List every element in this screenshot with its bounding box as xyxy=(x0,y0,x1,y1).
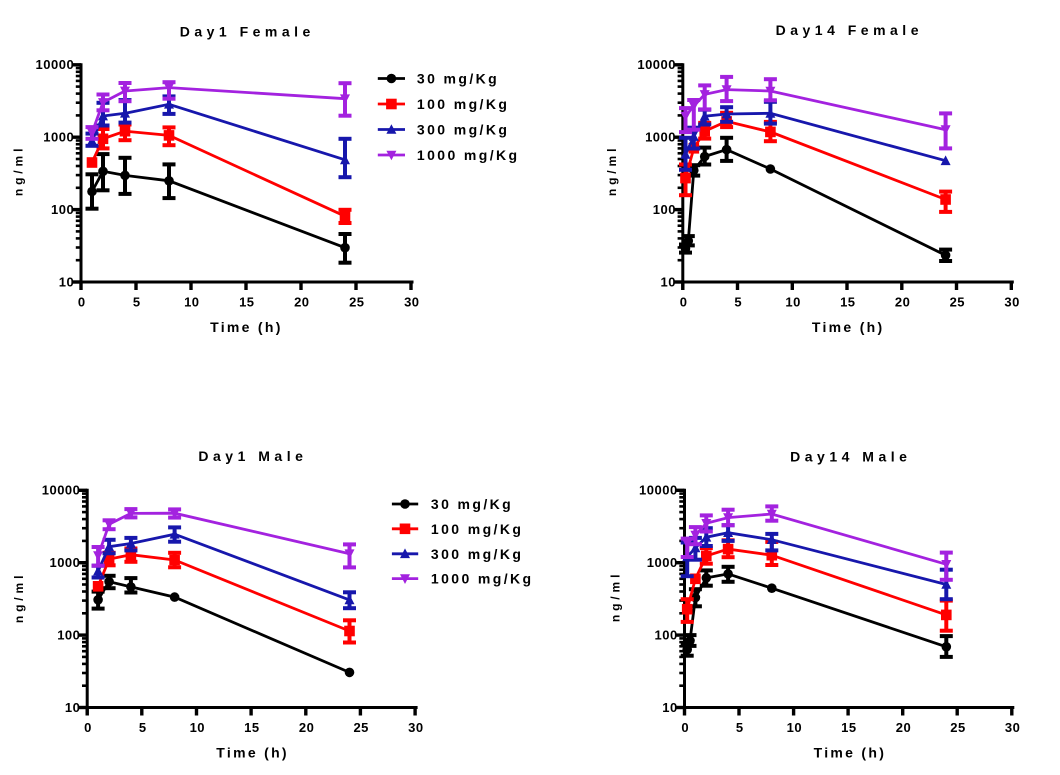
svg-text:20: 20 xyxy=(896,720,911,735)
svg-text:0: 0 xyxy=(680,295,688,310)
svg-text:1000: 1000 xyxy=(43,130,74,145)
svg-text:Day14 Male: Day14 Male xyxy=(790,449,911,465)
svg-text:5: 5 xyxy=(133,295,141,310)
svg-text:30 mg/Kg: 30 mg/Kg xyxy=(431,496,513,512)
svg-text:15: 15 xyxy=(840,295,855,310)
svg-text:15: 15 xyxy=(841,720,856,735)
svg-text:20: 20 xyxy=(299,720,314,735)
svg-text:15: 15 xyxy=(244,720,259,735)
svg-text:1000: 1000 xyxy=(49,555,80,570)
svg-text:1000: 1000 xyxy=(647,555,678,570)
svg-text:300 mg/Kg: 300 mg/Kg xyxy=(417,122,509,138)
svg-text:Day14 Female: Day14 Female xyxy=(776,22,923,38)
svg-text:30: 30 xyxy=(404,295,419,310)
svg-text:Time (h): Time (h) xyxy=(814,745,887,761)
svg-text:0: 0 xyxy=(681,720,689,735)
svg-text:20: 20 xyxy=(895,295,910,310)
svg-text:10: 10 xyxy=(661,274,676,289)
svg-text:10: 10 xyxy=(184,295,199,310)
svg-text:Time (h): Time (h) xyxy=(216,745,289,761)
svg-text:300 mg/Kg: 300 mg/Kg xyxy=(431,546,523,562)
svg-text:25: 25 xyxy=(353,720,368,735)
svg-text:10000: 10000 xyxy=(42,483,81,498)
svg-text:100 mg/Kg: 100 mg/Kg xyxy=(431,521,523,537)
svg-text:ng/ml: ng/ml xyxy=(605,145,619,197)
svg-text:10: 10 xyxy=(59,274,74,289)
svg-text:10: 10 xyxy=(65,700,80,715)
svg-text:0: 0 xyxy=(78,295,86,310)
svg-text:5: 5 xyxy=(736,720,744,735)
svg-text:100: 100 xyxy=(51,202,74,217)
svg-text:10: 10 xyxy=(662,700,677,715)
svg-text:25: 25 xyxy=(950,295,965,310)
svg-text:10: 10 xyxy=(190,720,205,735)
svg-text:30 mg/Kg: 30 mg/Kg xyxy=(417,71,499,87)
svg-text:10000: 10000 xyxy=(639,483,678,498)
svg-text:100: 100 xyxy=(654,628,677,643)
svg-text:Time (h): Time (h) xyxy=(210,319,283,335)
svg-text:100: 100 xyxy=(57,628,80,643)
svg-text:ng/ml: ng/ml xyxy=(609,571,623,623)
svg-text:ng/ml: ng/ml xyxy=(12,572,26,624)
svg-text:10: 10 xyxy=(785,295,800,310)
svg-text:30: 30 xyxy=(1005,720,1020,735)
svg-text:Day1 Female: Day1 Female xyxy=(180,23,315,39)
svg-text:100: 100 xyxy=(653,202,676,217)
svg-text:1000 mg/Kg: 1000 mg/Kg xyxy=(417,147,520,163)
svg-text:1000 mg/Kg: 1000 mg/Kg xyxy=(431,571,534,587)
svg-text:15: 15 xyxy=(239,295,254,310)
svg-text:25: 25 xyxy=(349,295,364,310)
svg-text:5: 5 xyxy=(734,295,742,310)
svg-text:5: 5 xyxy=(139,720,147,735)
svg-text:Time (h): Time (h) xyxy=(812,319,885,335)
svg-text:10: 10 xyxy=(787,720,802,735)
svg-text:0: 0 xyxy=(84,720,92,735)
svg-text:30: 30 xyxy=(1004,295,1019,310)
svg-text:100 mg/Kg: 100 mg/Kg xyxy=(417,96,509,112)
svg-text:20: 20 xyxy=(294,295,309,310)
svg-text:1000: 1000 xyxy=(645,130,676,145)
svg-text:30: 30 xyxy=(408,720,423,735)
svg-text:Day1 Male: Day1 Male xyxy=(198,448,307,464)
svg-text:10000: 10000 xyxy=(36,57,75,72)
svg-text:ng/ml: ng/ml xyxy=(12,145,26,197)
svg-text:25: 25 xyxy=(950,720,965,735)
svg-text:10000: 10000 xyxy=(637,57,676,72)
